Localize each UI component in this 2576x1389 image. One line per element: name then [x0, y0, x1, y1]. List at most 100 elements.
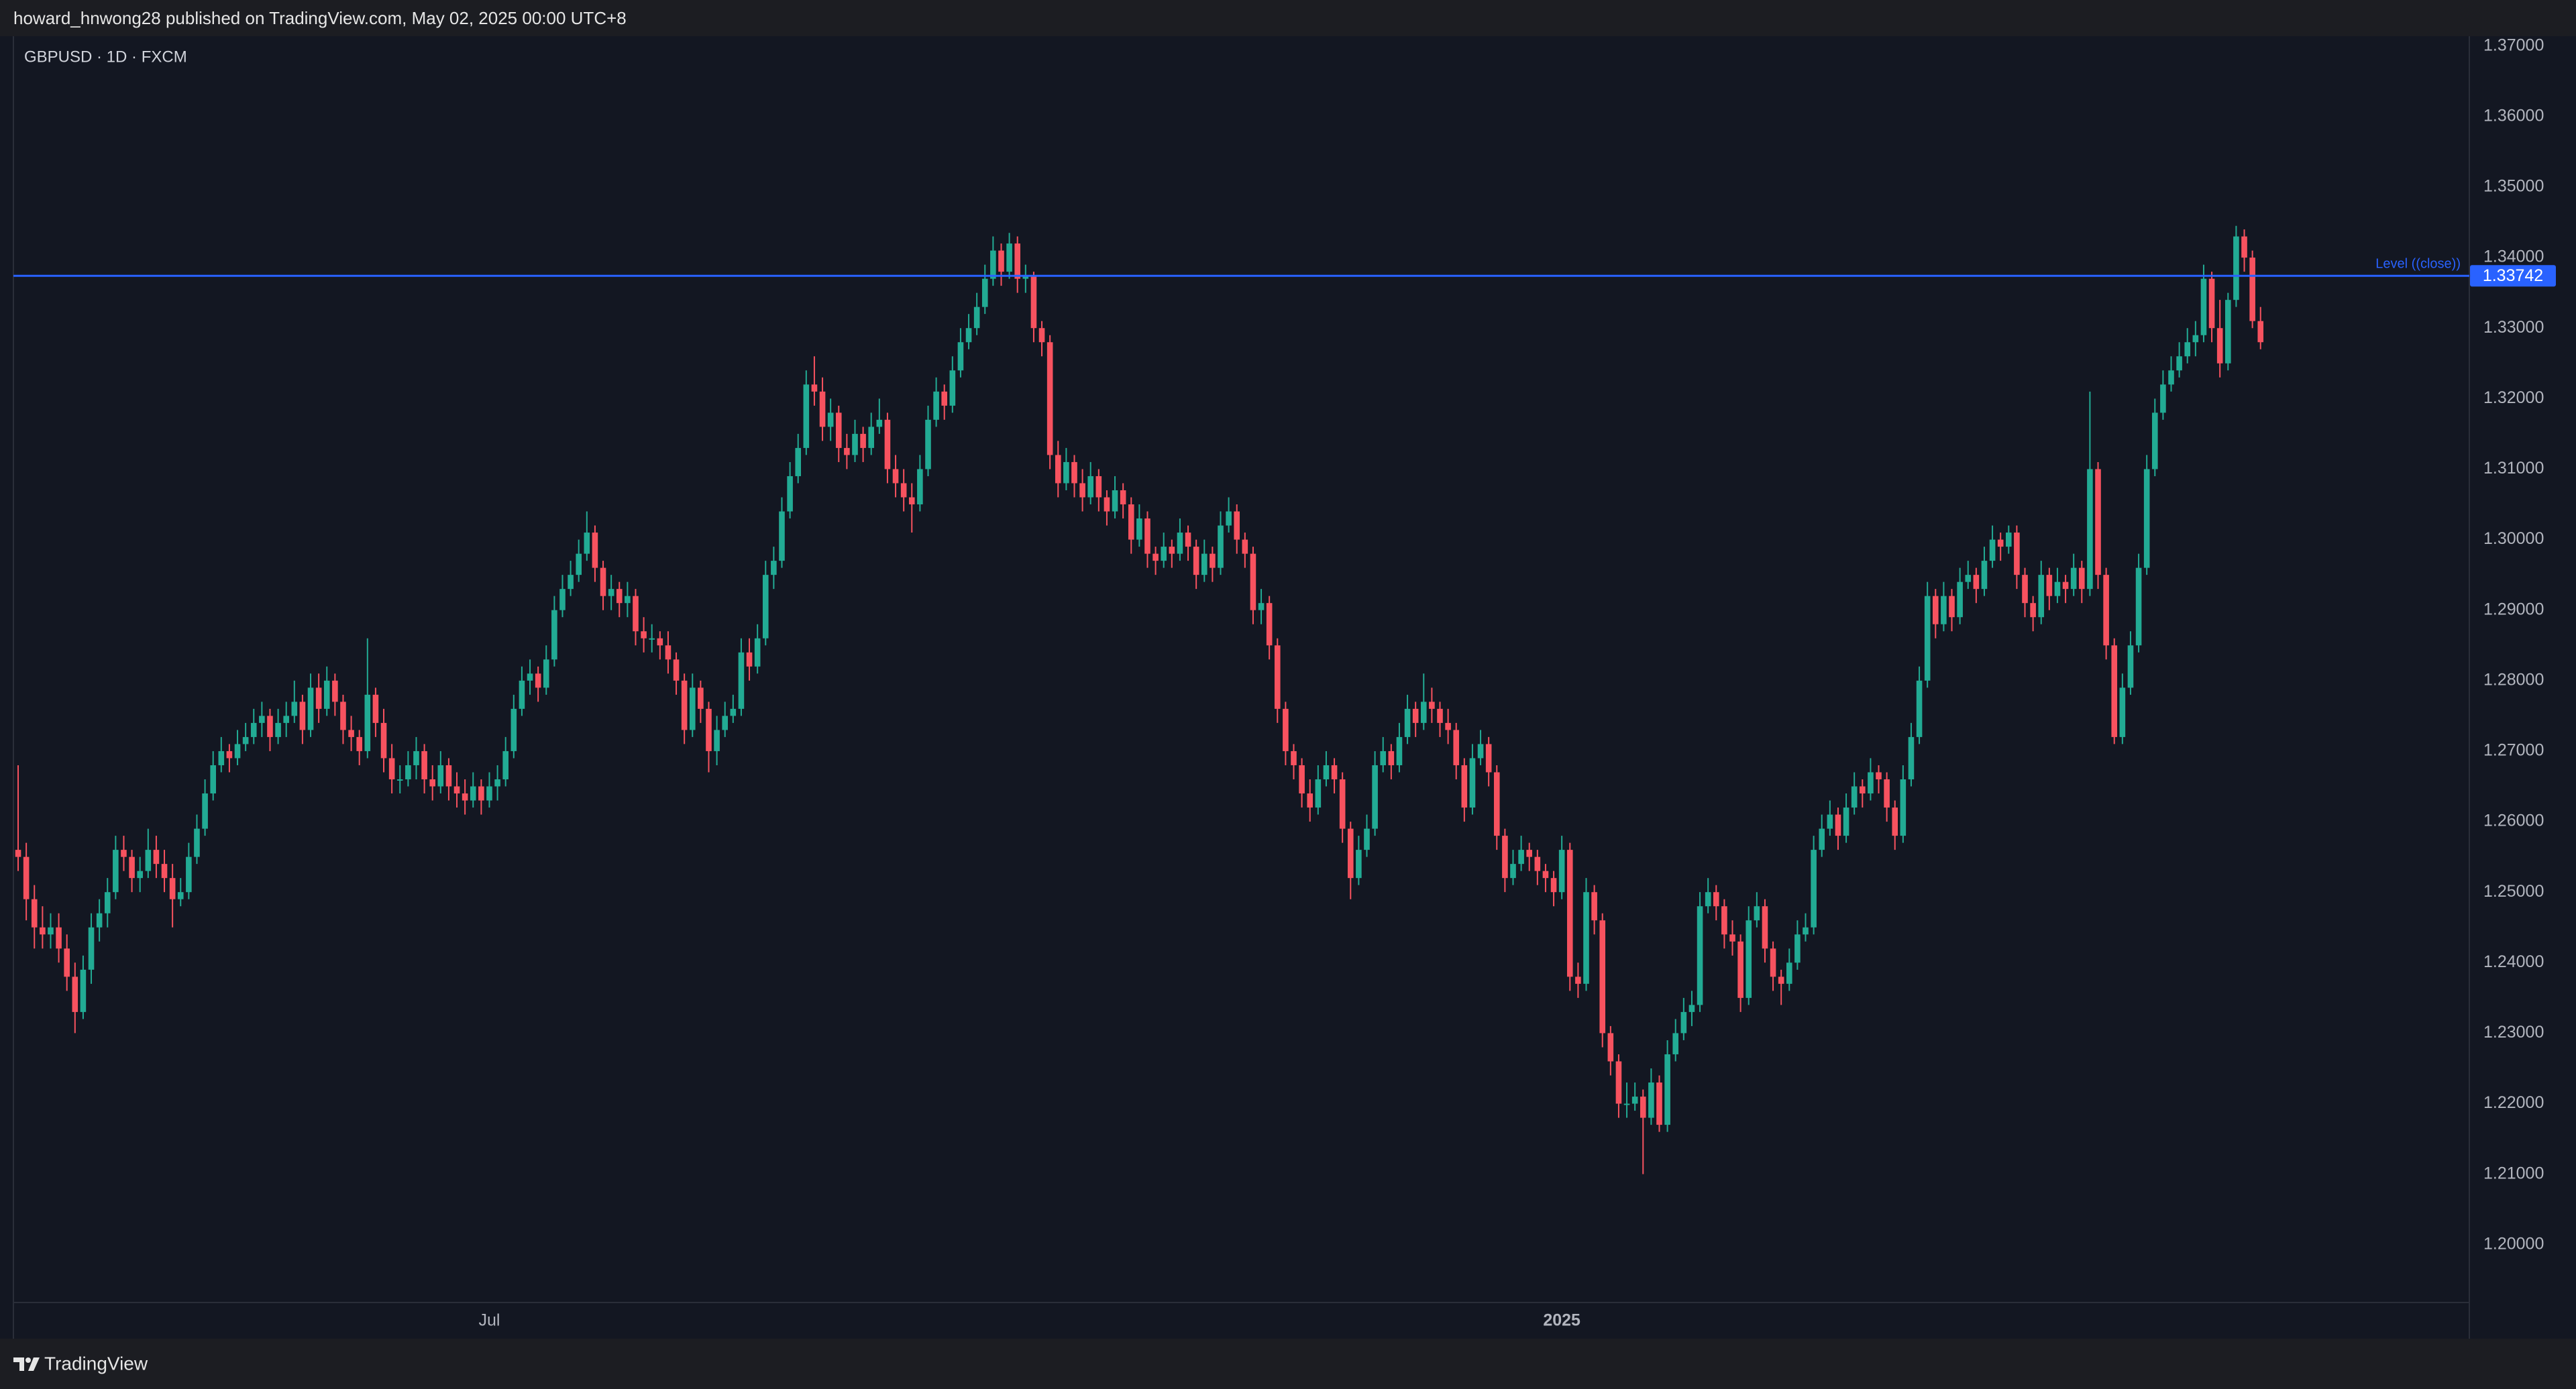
candle-body [1152, 553, 1159, 561]
candle-body [2224, 300, 2231, 364]
candle-body [323, 680, 330, 709]
candle-body [1656, 1082, 1662, 1125]
candle-body [990, 250, 996, 279]
candle-body [104, 892, 111, 913]
candle-body [827, 412, 834, 427]
candle-body [1258, 603, 1265, 610]
brand-logo [13, 1357, 40, 1371]
candle-body [153, 850, 160, 865]
candle-body [2103, 575, 2109, 646]
candle-body [2127, 645, 2134, 688]
candle-body [210, 765, 216, 794]
candle-body [2168, 370, 2174, 385]
candle-body [2151, 412, 2158, 469]
candle-body [860, 433, 866, 448]
candle-body [1859, 786, 1866, 794]
candle-body [1485, 744, 1492, 773]
level-label: Level ((close)) [2375, 256, 2461, 271]
candle-body [1161, 547, 1167, 561]
candle-body [2095, 469, 2101, 575]
candle-body [1339, 779, 1346, 829]
candle-body [48, 927, 54, 935]
candle-body [1063, 461, 1069, 484]
candle-body [388, 758, 395, 779]
candle-body [1461, 765, 1468, 808]
candle-body [738, 652, 745, 709]
candle-body [169, 878, 176, 899]
candle-body [900, 483, 907, 498]
candle-body [884, 419, 891, 469]
candle-body [1104, 497, 1110, 512]
y-tick-label: 1.36000 [2483, 106, 2544, 125]
candle-body [340, 702, 346, 730]
candle-body [2038, 575, 2045, 618]
candle-body [1737, 941, 1743, 998]
candle-body [291, 702, 298, 716]
candle-body [1518, 850, 1524, 865]
candle-body [1112, 490, 1118, 512]
candle-body [616, 589, 623, 604]
candle-body [1827, 814, 1833, 829]
candle-body [72, 977, 78, 1012]
candle-body [1932, 596, 1939, 624]
candle-body [259, 716, 265, 723]
candle-body [299, 702, 306, 730]
candle-body [1803, 927, 1809, 935]
candle-body [625, 596, 631, 604]
candle-body [1429, 702, 1435, 709]
candle-body [1876, 772, 1882, 779]
candle-body [981, 278, 988, 307]
candle-body [1420, 702, 1427, 723]
candle-body [519, 680, 525, 709]
y-tick-label: 1.26000 [2483, 812, 2544, 830]
candle-body [568, 575, 574, 590]
candle-body [453, 786, 460, 794]
y-tick-label: 1.34000 [2483, 247, 2544, 266]
candle-body [332, 680, 338, 702]
candle-body [1046, 342, 1053, 455]
candle-body [1924, 596, 1931, 681]
candle-body [1762, 906, 1768, 949]
candle-body [1965, 575, 1972, 582]
candle-body [1193, 547, 1199, 575]
candle-body [1453, 730, 1460, 765]
candle-body [1591, 892, 1597, 921]
candle-body [819, 391, 826, 427]
candle-body [502, 751, 509, 779]
candle-body [941, 391, 948, 406]
y-tick-label: 1.27000 [2483, 741, 2544, 760]
symbol-label: GBPUSD · 1D · FXCM [24, 48, 187, 66]
candle-body [1169, 547, 1175, 554]
candle-body [1672, 1033, 1679, 1054]
candle-body [933, 391, 939, 420]
candle-body [1754, 906, 1760, 921]
candle-body [462, 793, 468, 801]
candle-body [527, 673, 533, 681]
candle-body [478, 786, 484, 801]
footer-bar [0, 1339, 2576, 1389]
candle-body [1412, 708, 1419, 723]
candle-body [543, 659, 549, 688]
candle-body [1226, 511, 1232, 526]
candle-body [405, 765, 411, 779]
x-tick-label: Jul [478, 1311, 500, 1330]
candle-body [1949, 596, 1955, 618]
candle-body [2030, 603, 2036, 618]
candle-body [1981, 561, 1988, 590]
candle-body [1331, 765, 1338, 779]
candle-body [706, 708, 712, 751]
y-tick-label: 1.21000 [2483, 1164, 2544, 1182]
candle-body [1558, 850, 1565, 893]
candle-body [1437, 708, 1443, 723]
y-tick-label: 1.30000 [2483, 529, 2544, 548]
candle-body [80, 969, 87, 1012]
candle-body [1819, 828, 1825, 850]
candle-body [1388, 751, 1395, 765]
candle-body [1941, 596, 1947, 624]
candle-body [1989, 539, 1996, 561]
candle-body [1892, 808, 1898, 836]
candle-body [1957, 581, 1963, 618]
candle-body [2200, 278, 2207, 335]
candle-body [559, 589, 566, 610]
candle-body [1778, 977, 1784, 984]
